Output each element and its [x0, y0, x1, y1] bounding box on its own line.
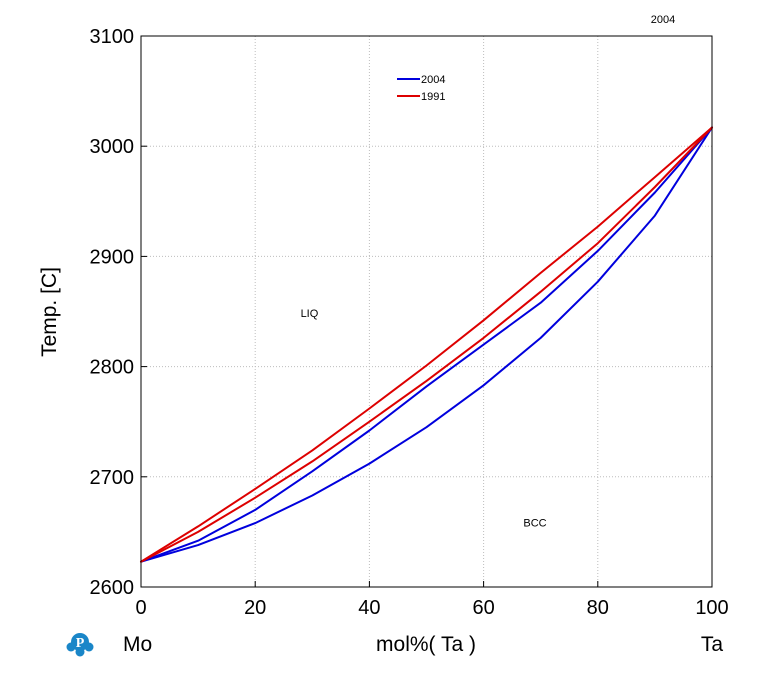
region-labels: LIQ BCC	[301, 308, 547, 529]
top-right-label: 2004	[651, 14, 675, 26]
y-tick-label: 2900	[90, 246, 135, 268]
series-1991-solidus	[140, 126, 713, 563]
y-axis-label: Temp. [C]	[38, 267, 61, 357]
x-tick-label: 100	[695, 597, 728, 619]
plot-frame	[140, 35, 713, 588]
x-tick-label: 60	[472, 597, 494, 619]
y-tick-label: 2800	[90, 357, 135, 379]
legend: 2004 1991	[397, 74, 445, 103]
x-tick-label: 20	[244, 597, 266, 619]
element-left-label: Mo	[123, 633, 152, 656]
y-tick-label: 2700	[90, 467, 135, 489]
legend-label-1991: 1991	[421, 91, 445, 103]
x-tick-label: 40	[358, 597, 380, 619]
legend-label-2004: 2004	[421, 74, 445, 86]
region-label-liq: LIQ	[301, 308, 319, 320]
x-axis-label: mol%( Ta )	[376, 633, 476, 656]
series-2004-solidus	[140, 126, 713, 563]
element-right-label: Ta	[701, 633, 724, 656]
y-tick-label: 3100	[90, 26, 135, 48]
x-axis: 0 20 40 60 80 100	[135, 581, 729, 619]
x-tick-label: 80	[587, 597, 609, 619]
series-2004-liquidus	[140, 126, 713, 563]
region-label-bcc: BCC	[523, 517, 546, 529]
series-layer	[140, 126, 713, 563]
y-tick-label: 3000	[90, 136, 135, 158]
logo-icon: P	[66, 633, 94, 657]
x-tick-label: 0	[135, 597, 146, 619]
y-axis: 2600 2700 2800 2900 3000 3100	[90, 26, 147, 599]
grid	[141, 36, 712, 587]
series-1991-liquidus	[140, 126, 713, 563]
y-tick-label: 2600	[90, 577, 135, 599]
logo-letter: P	[76, 636, 85, 651]
